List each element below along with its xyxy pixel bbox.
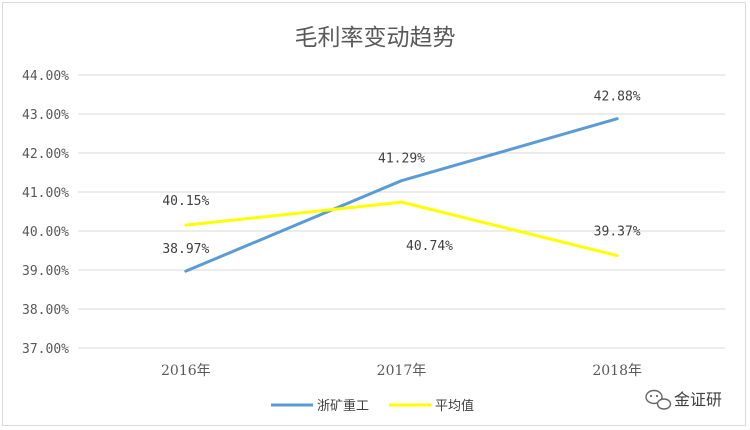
y-tick-label: 39.00% xyxy=(22,264,69,279)
y-tick-label: 42.00% xyxy=(22,147,69,162)
x-tick-label: 2017年 xyxy=(377,363,427,379)
line-chart: 毛利率变动趋势 37.00% 38.00% 39.00% 40.00% 41.00% 42… xyxy=(22,25,725,414)
y-tick-label: 40.00% xyxy=(22,225,69,240)
grid-layer xyxy=(78,74,725,349)
watermark-text: 金证研 xyxy=(674,390,722,409)
y-tick-label: 41.00% xyxy=(22,186,69,201)
y-tick-label: 44.00% xyxy=(22,69,69,84)
data-label-series-2: 39.37% xyxy=(594,225,641,240)
legend-label-series-1: 浙矿重工 xyxy=(317,398,369,414)
chart-title: 毛利率变动趋势 xyxy=(295,25,456,51)
data-label-series-1: 38.97% xyxy=(162,242,209,257)
data-label-series-2: 40.74% xyxy=(406,239,453,254)
y-tick-label: 37.00% xyxy=(22,342,69,357)
y-tick-label: 38.00% xyxy=(22,303,69,318)
y-tick-label: 43.00% xyxy=(22,108,69,123)
data-label-series-1: 41.29% xyxy=(378,152,425,167)
series-line-2 xyxy=(184,200,619,258)
y-axis: 37.00% 38.00% 39.00% 40.00% 41.00% 42.00% 43.0… xyxy=(22,69,69,357)
chart-frame: 毛利率变动趋势 37.00% 38.00% 39.00% 40.00% 41.00% 42… xyxy=(2,2,746,426)
series-line-1 xyxy=(184,117,619,273)
legend-label-series-2: 平均值 xyxy=(435,398,474,414)
series-layer xyxy=(184,117,619,273)
data-label-series-1: 42.88% xyxy=(594,90,641,105)
watermark: 金证研 xyxy=(645,389,722,410)
chat-bubble-icon xyxy=(645,389,672,410)
x-tick-label: 2018年 xyxy=(592,363,642,379)
x-tick-label: 2016年 xyxy=(161,363,211,379)
legend: 浙矿重工 平均值 xyxy=(271,398,474,414)
data-labels: 38.97% 41.29% 42.88% 40.15% 40.74% 39.37% xyxy=(162,90,640,257)
x-axis: 2016年 2017年 2018年 xyxy=(161,363,642,379)
data-label-series-2: 40.15% xyxy=(162,194,209,209)
